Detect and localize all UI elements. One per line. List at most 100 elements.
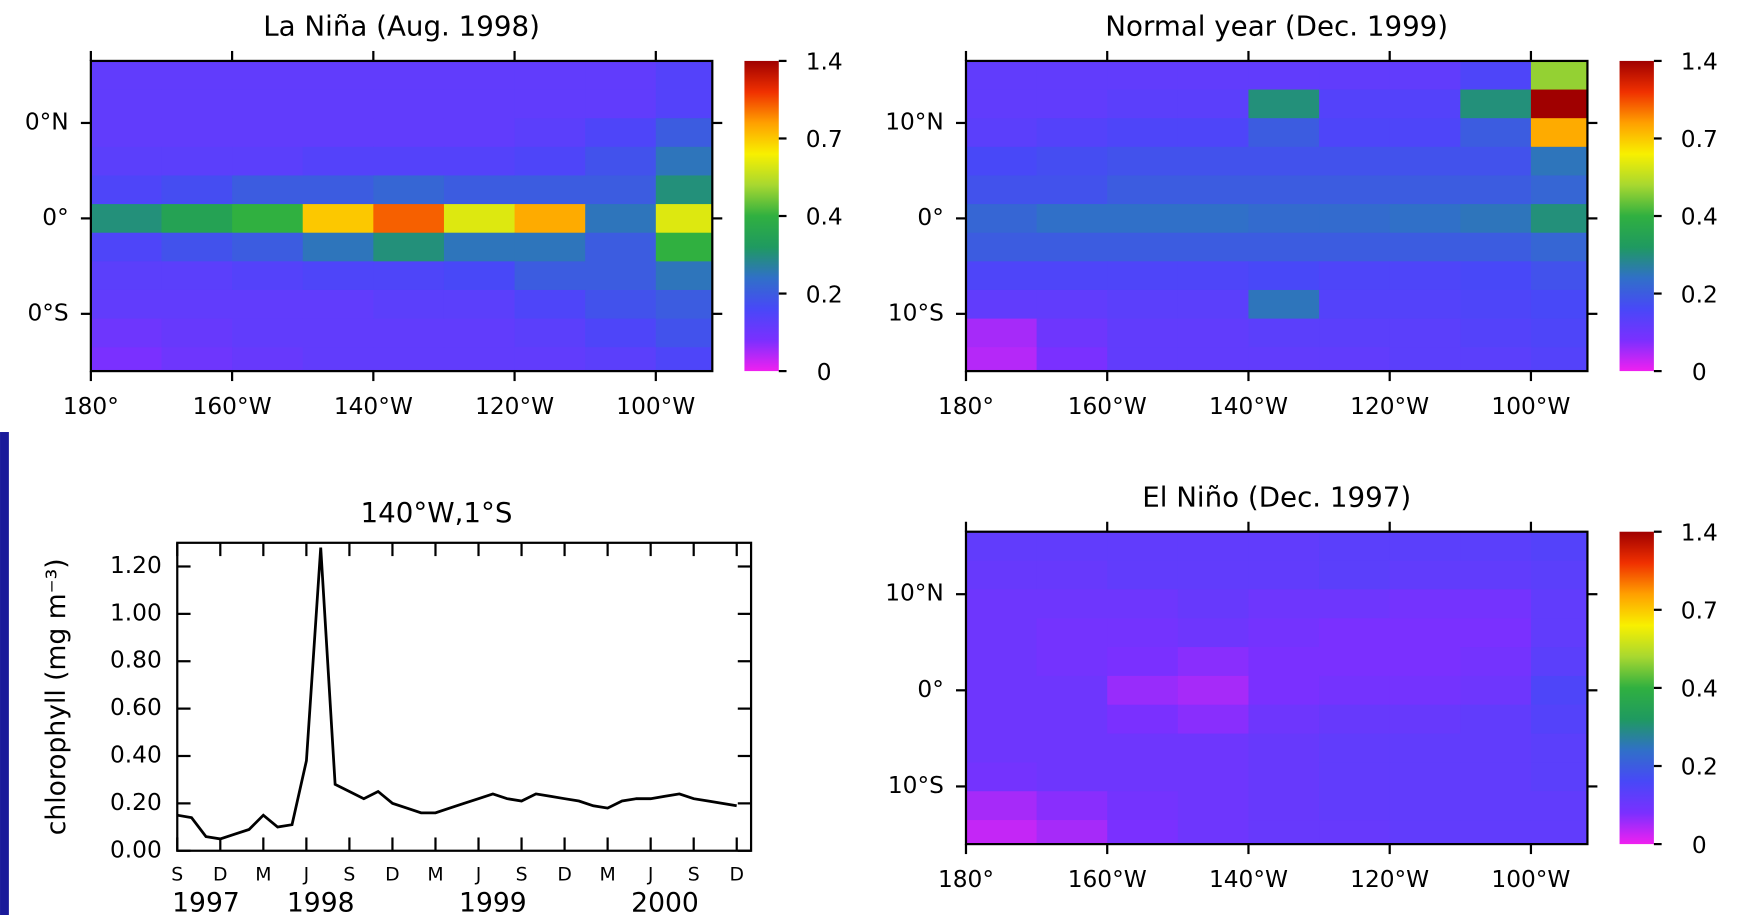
heatmap-cell [90, 318, 163, 348]
heatmap-cell [1530, 675, 1588, 706]
heatmap-cell [1248, 89, 1320, 119]
heatmap-cell [514, 204, 586, 234]
heatmap-cell [1530, 560, 1588, 591]
heatmap-cell [1319, 175, 1391, 205]
heatmap-cell [1177, 118, 1250, 148]
x-tick-label: D [213, 865, 228, 886]
heatmap-cell [1036, 675, 1108, 706]
heatmap-cell [232, 118, 304, 148]
y-tick-label: 0.80 [110, 647, 162, 674]
heatmap-cell [232, 289, 304, 320]
heatmap-cell [1036, 289, 1108, 320]
heatmap-cell [1248, 289, 1320, 320]
heatmap-cell [1389, 232, 1461, 263]
heatmap-cell [1319, 791, 1391, 821]
heatmap-cell [1107, 232, 1179, 263]
heatmap-cell [90, 60, 163, 91]
heatmap-cell [373, 204, 445, 234]
colorbar-tick-label: 1.4 [1681, 49, 1718, 76]
heatmap-cell [373, 60, 445, 91]
heatmap-cell [585, 261, 657, 291]
x-tick-label: S [171, 865, 183, 886]
heatmap-cell [585, 146, 657, 177]
heatmap-cell [1530, 704, 1588, 735]
heatmap-cell [90, 146, 163, 177]
heatmap-cell [373, 89, 445, 119]
heatmap-cell [1036, 618, 1108, 648]
heatmap-cell [1107, 531, 1179, 562]
heatmap-cell [1248, 318, 1320, 348]
x-tick-label: S [343, 865, 355, 886]
heatmap-cell [1319, 261, 1391, 291]
heatmap-cell [965, 531, 1038, 562]
heatmap-cell [514, 261, 586, 291]
heatmap-cell [965, 347, 1038, 372]
heatmap-cell [1036, 89, 1108, 119]
y-tick-label: 0° [917, 676, 943, 703]
heatmap-cell [1389, 289, 1461, 320]
heatmap-cell [161, 204, 233, 234]
heatmap-cell [514, 89, 586, 119]
heatmap-cell [655, 146, 713, 177]
heatmap-cell [965, 146, 1038, 177]
heatmap-cell [1107, 146, 1179, 177]
x-tick-label: 140°W [1209, 866, 1288, 893]
plot-frame [964, 59, 1589, 373]
y-tick-label: 0° [42, 204, 68, 231]
x-tick-label: M [255, 865, 271, 886]
heatmap-cell [514, 175, 586, 205]
heatmap-cell [1530, 204, 1588, 234]
heatmap-cell [1319, 118, 1391, 148]
heatmap-cell [655, 232, 713, 263]
x-tick-label: 120°W [1350, 866, 1429, 893]
heatmap-cell [1319, 289, 1391, 320]
heatmap-cell [1530, 232, 1588, 263]
heatmap-cell [90, 118, 163, 148]
heatmap-cell [232, 175, 304, 205]
y-tick-label: 1.20 [110, 552, 162, 579]
heatmap-cell [1036, 60, 1108, 91]
x-tick-label: J [647, 865, 654, 886]
heatmap-cell [1248, 589, 1320, 619]
heatmap-cell [1036, 560, 1108, 591]
heatmap-cell [1389, 820, 1461, 845]
heatmap-cell [965, 762, 1038, 792]
heatmap-cell [655, 89, 713, 119]
heatmap-cell [1107, 733, 1179, 764]
heatmap-cell [1389, 318, 1461, 348]
heatmap-cell [443, 118, 516, 148]
heatmap-cell [1389, 791, 1461, 821]
heatmap-cell [1107, 261, 1179, 291]
x-tick-label: 180° [938, 866, 994, 893]
heatmap-cell [585, 289, 657, 320]
heatmap-cell [1107, 175, 1179, 205]
y-tick-label: 1.00 [110, 599, 162, 626]
heatmap-cell [965, 60, 1038, 91]
heatmap-cell [443, 204, 516, 234]
y-tick-label: 10°S [888, 772, 944, 799]
heatmap-cell [655, 261, 713, 291]
chart-title: 140°W,1°S [361, 496, 513, 529]
heatmap-cell [1248, 531, 1320, 562]
heatmap-cell [1460, 560, 1532, 591]
heatmap-cell [232, 261, 304, 291]
y-axis-label: chlorophyll (mg m⁻³) [41, 558, 72, 835]
heatmap-cell [1319, 675, 1391, 706]
heatmap-cell [90, 261, 163, 291]
heatmap-cell [1036, 704, 1108, 735]
heatmap-cell [373, 232, 445, 263]
heatmap-cell [1107, 675, 1179, 706]
y-tick-label: 10°N [885, 108, 944, 135]
heatmap-cell [1389, 762, 1461, 792]
heatmap-cell [1319, 318, 1391, 348]
left-strip [0, 432, 9, 915]
colorbar-tick-label: 0 [1692, 359, 1707, 386]
heatmap-cell [1460, 232, 1532, 263]
heatmap-cell [302, 146, 375, 177]
heatmap-cell [585, 204, 657, 234]
heatmap-cell [1107, 318, 1179, 348]
heatmap-cell [1177, 261, 1250, 291]
data-line [177, 547, 737, 841]
colorbar-tick-label: 0.2 [1681, 754, 1718, 781]
